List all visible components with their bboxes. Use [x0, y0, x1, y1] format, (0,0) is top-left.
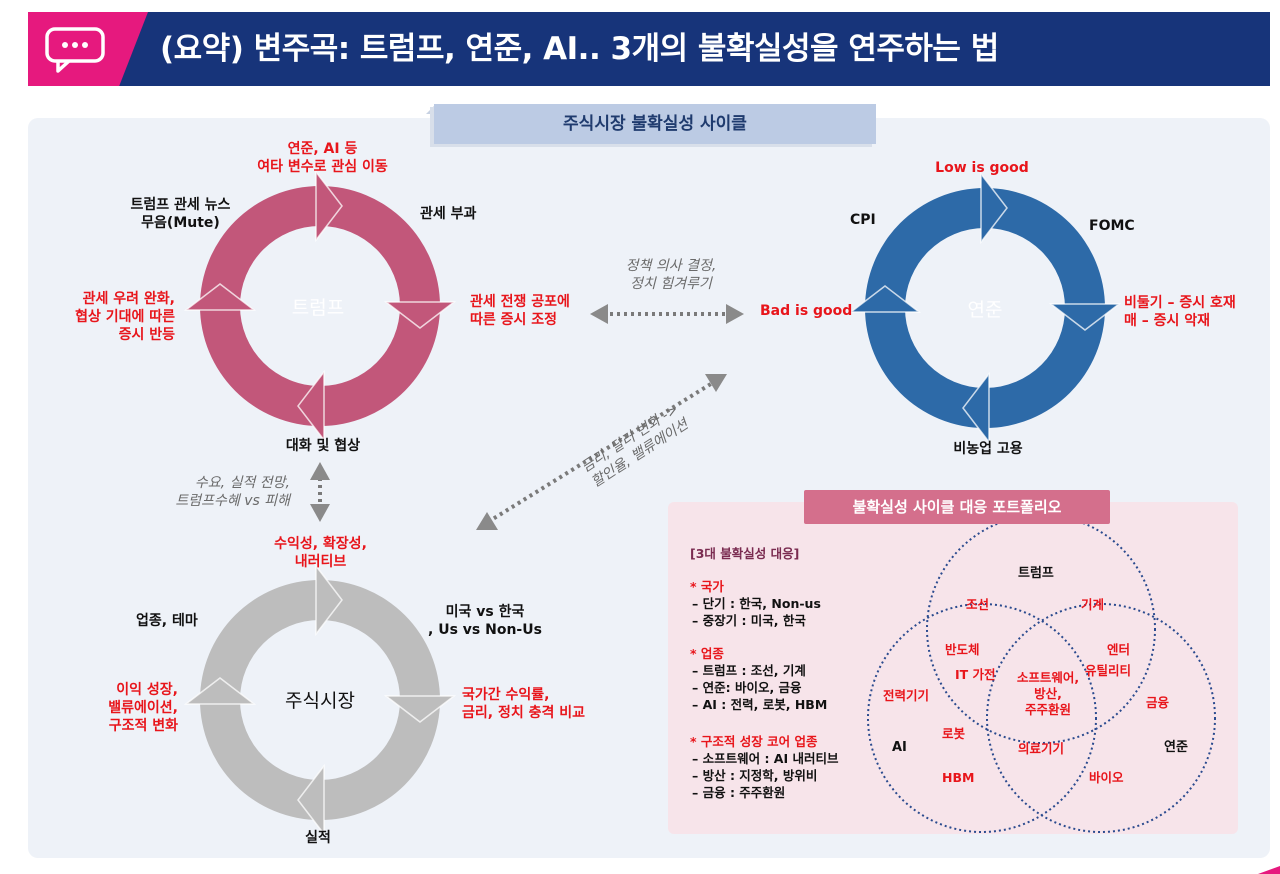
portfolio-line: – 금융 : 주주환원 — [692, 785, 786, 800]
venn-all-three: 소프트웨어, 방산, 주주환원 — [1016, 670, 1080, 717]
cycle-title: 주식시장 불확실성 사이클 — [434, 104, 876, 144]
market-top-left-label: 업종, 테마 — [136, 613, 198, 629]
portfolio-line: – AI : 전력, 로봇, HBM — [692, 697, 828, 712]
header-bar — [116, 12, 1270, 86]
trump-top-left-label: 트럼프 관세 뉴스 무음(Mute) — [130, 197, 231, 231]
fed-top-label: Low is good — [935, 160, 1029, 176]
portfolio-line: – 트럼프 : 조선, 기계 — [692, 663, 806, 678]
trump-fed-link-label: 정책 의사 결정, 정치 힘겨루기 — [625, 258, 717, 292]
portfolio-title: 불확실성 사이클 대응 포트폴리오 — [804, 490, 1110, 524]
trump-left-label: 관세 우려 완화, 협상 기대에 따른 증시 반등 — [75, 291, 175, 343]
fed-cycle-ring — [848, 171, 1122, 445]
fed-bottom-label: 비농업 고용 — [953, 441, 1023, 457]
venn-fed-only-1: 금융 — [1146, 695, 1170, 710]
venn-trump-only-2: 기계 — [1081, 597, 1105, 612]
market-top-right-label: 미국 vs 한국 , Us vs Non-Us — [428, 604, 542, 638]
portfolio-line: – 방산 : 지정학, 방위비 — [692, 768, 818, 783]
market-right-label: 국가간 수익률, 금리, 정치 충격 비교 — [462, 687, 585, 721]
trump-market-arrow-down — [310, 504, 330, 522]
trump-cycle-arrowhead — [297, 369, 325, 443]
venn-ai-only-2: 로봇 — [942, 726, 966, 741]
market-top-label: 수익성, 확장성, 내러티브 — [274, 536, 367, 570]
portfolio-line: – 단기 : 한국, Non-us — [692, 596, 821, 611]
market-bottom-label: 실적 — [305, 830, 331, 846]
fed-market-arrow-start — [476, 512, 498, 530]
portfolio-section-title: * 국가 — [690, 579, 724, 594]
venn-trump-ai-1: 반도체 — [945, 642, 980, 657]
market-cycle-arrowhead — [383, 695, 457, 723]
page-title: (요약) 변주곡: 트럼프, 연준, AI.. 3개의 불확실성을 연주하는 법 — [160, 31, 999, 67]
fed-left-label: Bad is good — [760, 303, 853, 319]
fed-top-right-label: FOMC — [1089, 218, 1135, 234]
venn-circle-fed — [986, 603, 1216, 833]
cycle-title-tab — [426, 104, 436, 114]
market-cycle-arrowhead — [315, 563, 343, 637]
trump-cycle-band — [200, 186, 440, 426]
market-left-label: 이익 성장, 밸류에이션, 구조적 변화 — [108, 682, 178, 734]
market-cycle-arrowhead — [297, 763, 325, 837]
trump-cycle-arrowhead — [183, 283, 257, 311]
chat-bubble-icon — [45, 27, 105, 73]
portfolio-heading: [3대 불확실성 대응] — [690, 546, 800, 561]
trump-cycle-arrowhead — [315, 169, 343, 243]
corner-accent — [1258, 866, 1280, 874]
fed-right-label: 비둘기 – 증시 호재 매 – 증시 악재 — [1124, 295, 1236, 329]
trump-top-label: 연준, AI 등 여타 변수로 관심 이동 — [257, 141, 388, 175]
venn-ai-fed: 의료기기 — [1018, 741, 1065, 756]
venn-trump-ai-2: IT 가전 — [955, 667, 996, 682]
venn-trump-fed-1: 엔터 — [1107, 642, 1131, 657]
fed-center-label: 연준 — [967, 299, 1003, 321]
portfolio-section-title: * 구조적 성장 코어 업종 — [690, 734, 818, 749]
fed-cycle-arrowhead — [1048, 303, 1122, 331]
venn-set-trump-label: 트럼프 — [1018, 566, 1054, 581]
venn-set-fed-label: 연준 — [1164, 740, 1188, 755]
portfolio-line: – 중장기 : 미국, 한국 — [692, 613, 806, 628]
trump-bottom-label: 대화 및 협상 — [285, 438, 361, 454]
trump-cycle-arrowhead — [383, 301, 457, 329]
trump-market-link-label: 수요, 실적 전망, 트럼프수혜 vs 피해 — [175, 475, 290, 509]
trump-top-right-label: 관세 부과 — [420, 206, 477, 222]
venn-trump-fed-2: 유틸리티 — [1085, 663, 1132, 678]
market-cycle-arrowhead — [183, 677, 257, 705]
fed-market-connector — [486, 380, 716, 524]
fed-cycle-band — [865, 188, 1105, 428]
venn-trump-only-1: 조선 — [966, 597, 990, 612]
market-cycle-band — [200, 580, 440, 820]
fed-market-arrow-end — [705, 374, 727, 392]
venn-circle-ai — [867, 603, 1097, 833]
trump-center-label: 트럼프 — [291, 297, 345, 319]
trump-right-label: 관세 전쟁 공포에 따른 증시 조정 — [470, 294, 570, 328]
header: (요약) 변주곡: 트럼프, 연준, AI.. 3개의 불확실성을 연주하는 법 — [28, 12, 1270, 86]
portfolio-section-title: * 업종 — [690, 646, 724, 661]
market-cycle-ring — [183, 563, 457, 837]
fed-top-left-label: CPI — [850, 212, 876, 228]
portfolio-line: – 연준: 바이오, 금융 — [692, 680, 802, 695]
venn-set-ai-label: AI — [892, 740, 907, 755]
fed-cycle-arrowhead — [848, 285, 922, 313]
portfolio-line: – 소프트웨어 : AI 내러티브 — [692, 751, 839, 766]
trump-market-arrow-up — [310, 462, 330, 480]
fed-cycle-arrowhead — [980, 171, 1008, 245]
venn-ai-only-3: HBM — [942, 770, 975, 785]
venn-fed-only-2: 바이오 — [1089, 770, 1124, 785]
trump-fed-arrow-right — [726, 304, 744, 324]
trump-cycle-ring — [183, 169, 457, 443]
trump-fed-arrow-left — [590, 304, 608, 324]
market-center-label: 주식시장 — [285, 690, 355, 712]
venn-ai-only-1: 전력기기 — [883, 688, 930, 703]
fed-cycle-arrowhead — [962, 371, 990, 445]
